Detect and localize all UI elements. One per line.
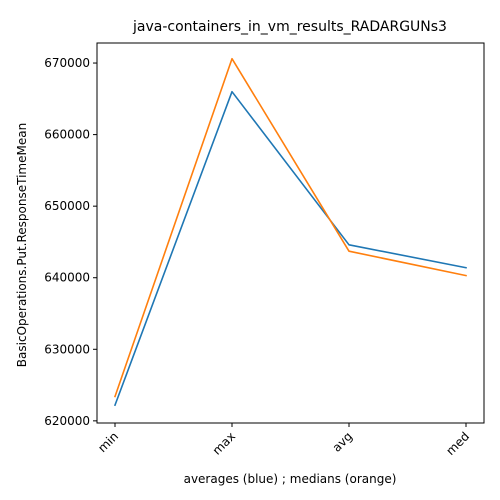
x-tick-label: min [95,429,121,455]
plot-frame [96,42,485,424]
x-tick-label: med [443,429,472,458]
series-2-line [113,57,467,398]
series-1-line [113,90,467,407]
y-axis: 620000 630000 640000 650000 660000 670000 [44,56,97,428]
y-axis-label: BasicOperations.Put.ResponseTimeMean [15,123,29,367]
y-tick-label: 630000 [44,342,90,356]
x-tick-label: max [210,429,238,457]
y-tick-label: 670000 [44,56,90,70]
x-axis-label: averages (blue) ; medians (orange) [184,472,397,486]
y-tick-label: 660000 [44,128,90,142]
x-axis: min max avg med [95,423,472,458]
y-tick-label: 640000 [44,271,90,285]
x-tick-label: avg [330,429,356,455]
y-tick-label: 650000 [44,199,90,213]
chart-title: java-containers_in_vm_results_RADARGUNs3 [132,19,447,35]
y-tick-label: 620000 [44,414,90,428]
plot-area [113,57,467,407]
